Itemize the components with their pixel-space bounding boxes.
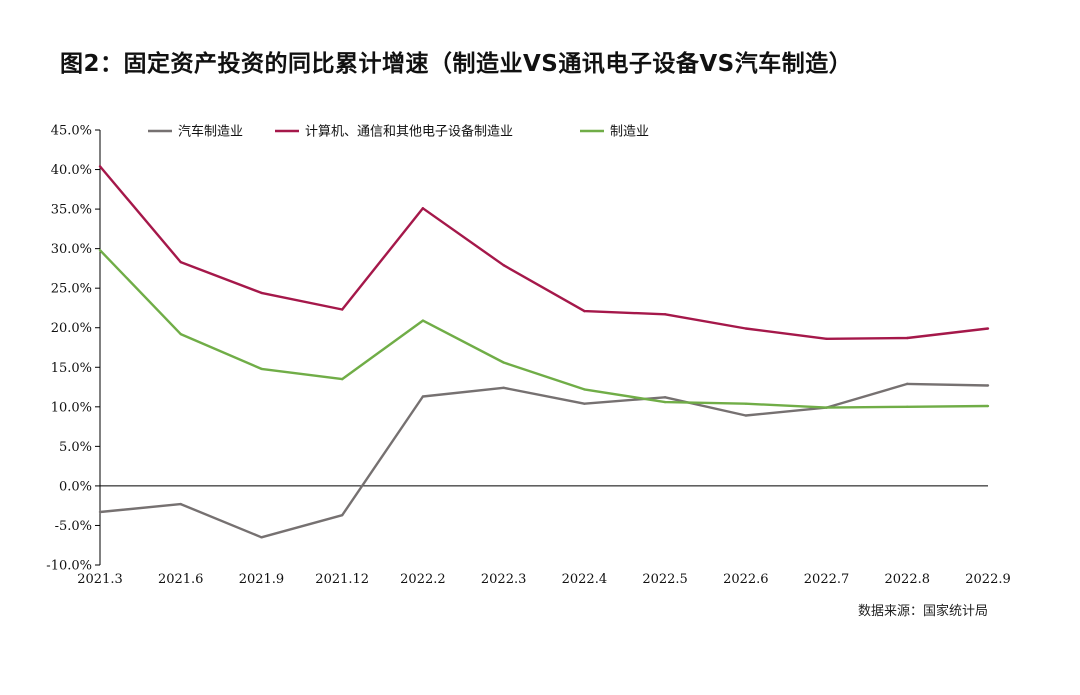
x-tick-label: 2022.2 xyxy=(400,572,446,587)
data-point xyxy=(502,386,505,390)
y-axis: -10.0% -5.0% 0.0% 5.0% 10.0% 15.0% 20.0% 25.0% 3… xyxy=(46,124,101,574)
x-tick-label: 2021.6 xyxy=(158,572,204,587)
y-tick-label: -5.0% xyxy=(55,519,92,534)
y-tick-label: 40.0% xyxy=(51,163,92,178)
x-tick-label: 2022.6 xyxy=(723,572,769,587)
data-point xyxy=(421,319,425,322)
data-point xyxy=(906,336,909,340)
data-point xyxy=(663,396,667,399)
y-tick-label: 10.0% xyxy=(51,400,92,415)
data-point xyxy=(502,361,505,364)
x-axis: 2021.3 2021.6 2021.9 2021.12 2022.2 2022.3 202… xyxy=(77,485,1011,587)
legend-label: 计算机、通信和其他电子设备制造业 xyxy=(305,124,513,140)
data-point xyxy=(986,404,990,408)
x-tick-label: 2022.9 xyxy=(965,572,1011,587)
data-point xyxy=(986,327,990,330)
data-point xyxy=(179,502,182,506)
series-line-3 xyxy=(99,249,989,409)
data-point xyxy=(502,264,505,267)
y-tick-label: 0.0% xyxy=(59,479,92,494)
data-point xyxy=(583,402,586,405)
data-point xyxy=(421,395,425,398)
x-tick-label: 2022.4 xyxy=(562,572,608,587)
data-point xyxy=(260,367,263,371)
data-point xyxy=(340,513,344,517)
x-tick-label: 2022.3 xyxy=(481,572,527,587)
legend-label: 汽车制造业 xyxy=(178,124,243,140)
data-point xyxy=(744,327,748,330)
y-tick-label: 30.0% xyxy=(51,242,92,257)
data-point xyxy=(825,337,828,340)
x-tick-label: 2021.3 xyxy=(77,572,123,587)
legend-label: 制造业 xyxy=(610,125,649,140)
data-point xyxy=(906,382,909,386)
data-point xyxy=(663,313,667,316)
data-point xyxy=(340,377,344,381)
data-point xyxy=(421,207,425,210)
chart-title: 图2：固定资产投资的同比累计增速（制造业VS通讯电子设备VS汽车制造） xyxy=(60,51,853,77)
data-point xyxy=(906,405,909,409)
data-point xyxy=(744,414,748,417)
data-point xyxy=(98,165,102,168)
x-tick-label: 2021.9 xyxy=(239,572,285,587)
data-point xyxy=(340,308,344,311)
x-tick-label: 2022.5 xyxy=(642,572,688,587)
y-tick-label: 35.0% xyxy=(51,203,92,218)
legend: 汽车制造业 计算机、通信和其他电子设备制造业 制造业 xyxy=(148,124,649,140)
x-tick-label: 2021.12 xyxy=(315,572,369,587)
y-tick-label: 20.0% xyxy=(51,321,92,336)
data-point xyxy=(98,249,102,252)
data-point xyxy=(825,406,828,409)
y-tick-label: 15.0% xyxy=(51,361,92,376)
y-tick-label: 45.0% xyxy=(51,124,92,139)
y-tick-label: 25.0% xyxy=(51,282,92,297)
data-point xyxy=(583,388,586,391)
data-point xyxy=(179,260,182,264)
data-point xyxy=(986,384,990,387)
series-line-2 xyxy=(99,165,989,340)
y-tick-label: -10.0% xyxy=(46,559,92,574)
series-line-1 xyxy=(99,382,989,539)
data-point xyxy=(179,332,182,336)
x-tick-label: 2022.7 xyxy=(804,572,850,587)
data-point xyxy=(260,536,263,539)
data-point xyxy=(260,291,263,295)
y-tick-label: 5.0% xyxy=(59,440,92,455)
data-point xyxy=(663,400,667,404)
data-point xyxy=(744,402,748,405)
x-tick-label: 2022.8 xyxy=(885,572,931,587)
data-point xyxy=(583,309,586,313)
data-point xyxy=(98,510,102,514)
series-lines xyxy=(98,165,990,539)
source-note: 数据来源：国家统计局 xyxy=(857,604,988,619)
